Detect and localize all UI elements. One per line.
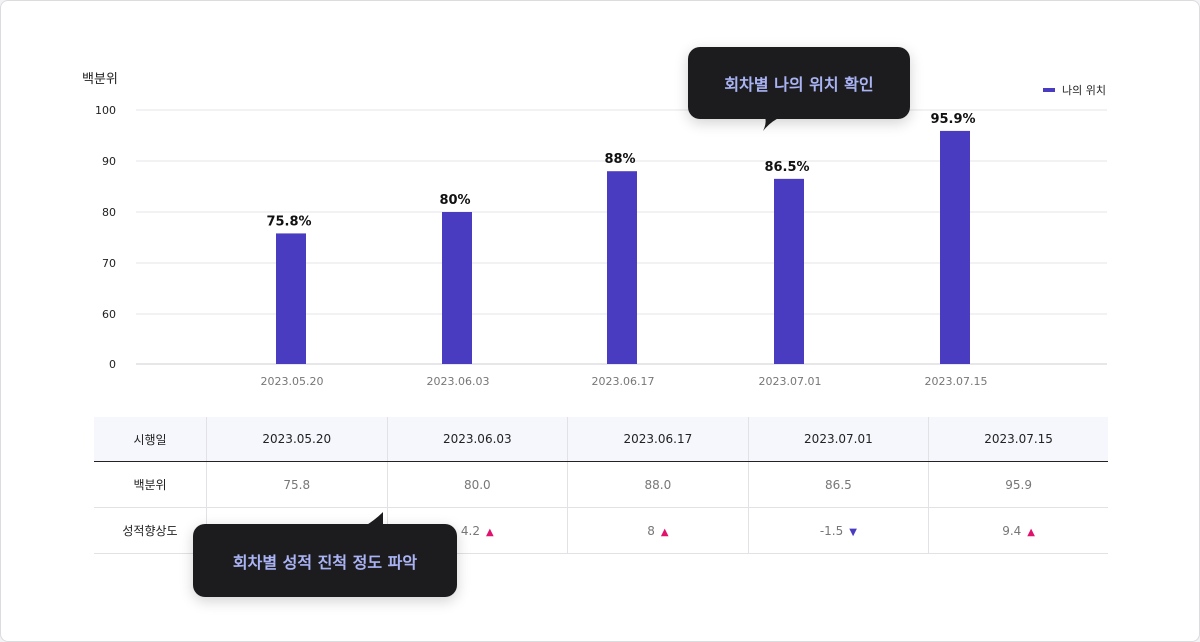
x-tick-label: 2023.05.20 xyxy=(261,375,324,388)
tooltip-arrow xyxy=(365,512,383,526)
table-header-row: 시행일 2023.05.20 2023.06.03 2023.06.17 2023.07… xyxy=(94,417,1108,462)
y-tick-label: 90 xyxy=(102,155,116,168)
table-cell: 86.5 xyxy=(747,461,929,508)
y-axis-label: 백분위 xyxy=(82,72,118,87)
header-cell: 2023.06.17 xyxy=(567,417,749,462)
data-label: 86.5% xyxy=(764,160,809,175)
legend: 나의 위치 xyxy=(1043,84,1106,97)
data-label: 95.9% xyxy=(930,112,975,127)
triangle-up-icon: ▲ xyxy=(486,526,494,538)
bar xyxy=(607,171,637,364)
table-cell: 75.8 xyxy=(206,461,388,508)
header-cell: 시행일 xyxy=(94,417,207,462)
y-tick-label: 100 xyxy=(95,104,116,117)
legend-swatch xyxy=(1043,88,1055,92)
header-cell: 2023.06.03 xyxy=(386,417,568,462)
header-cell: 2023.07.15 xyxy=(928,417,1108,462)
triangle-up-icon: ▲ xyxy=(660,526,669,538)
x-tick-label: 2023.06.17 xyxy=(592,375,655,388)
y-tick-label: 0 xyxy=(109,358,116,371)
table-cell: 95.9 xyxy=(928,461,1108,508)
row-label: 백분위 xyxy=(94,461,207,508)
bar xyxy=(774,178,804,364)
legend-label: 나의 위치 xyxy=(1062,84,1106,97)
row-label: 성적향상도 xyxy=(94,507,207,554)
table-cell: 88.0 xyxy=(567,461,749,508)
data-label: 88% xyxy=(604,152,635,167)
bar-chart: 백분위 0 60 70 80 90 100 75.8% 80% 88% 86.5% 95.9% 202… xyxy=(82,72,1107,388)
y-tick-label: 60 xyxy=(102,308,116,321)
x-tick-label: 2023.07.15 xyxy=(925,375,988,388)
bar xyxy=(442,212,472,364)
table-cell: 9.4 ▲ xyxy=(928,507,1108,554)
y-tick-label: 70 xyxy=(102,257,116,270)
data-label: 80% xyxy=(439,193,470,208)
x-tick-label: 2023.07.01 xyxy=(759,375,822,388)
tooltip-arrow xyxy=(763,117,781,131)
tooltip-position: 회차별 나의 위치 확인 xyxy=(688,47,910,119)
x-tick-label: 2023.06.03 xyxy=(427,375,490,388)
triangle-down-icon: ▼ xyxy=(849,526,857,538)
table-cell: -1.5 ▼ xyxy=(747,507,929,554)
bar xyxy=(276,233,306,364)
y-tick-label: 80 xyxy=(102,206,116,219)
tooltip-progress: 회차별 성적 진척 정도 파악 xyxy=(193,524,457,597)
bar xyxy=(940,130,970,364)
data-label: 75.8% xyxy=(266,214,311,229)
header-cell: 2023.07.01 xyxy=(747,417,929,462)
table-row: 백분위 75.8 80.0 88.0 86.5 95.9 xyxy=(94,461,1108,508)
triangle-up-icon: ▲ xyxy=(1027,526,1035,538)
header-cell: 2023.05.20 xyxy=(206,417,388,462)
table-cell: 80.0 xyxy=(386,461,568,508)
table-cell: 8 ▲ xyxy=(567,507,749,554)
